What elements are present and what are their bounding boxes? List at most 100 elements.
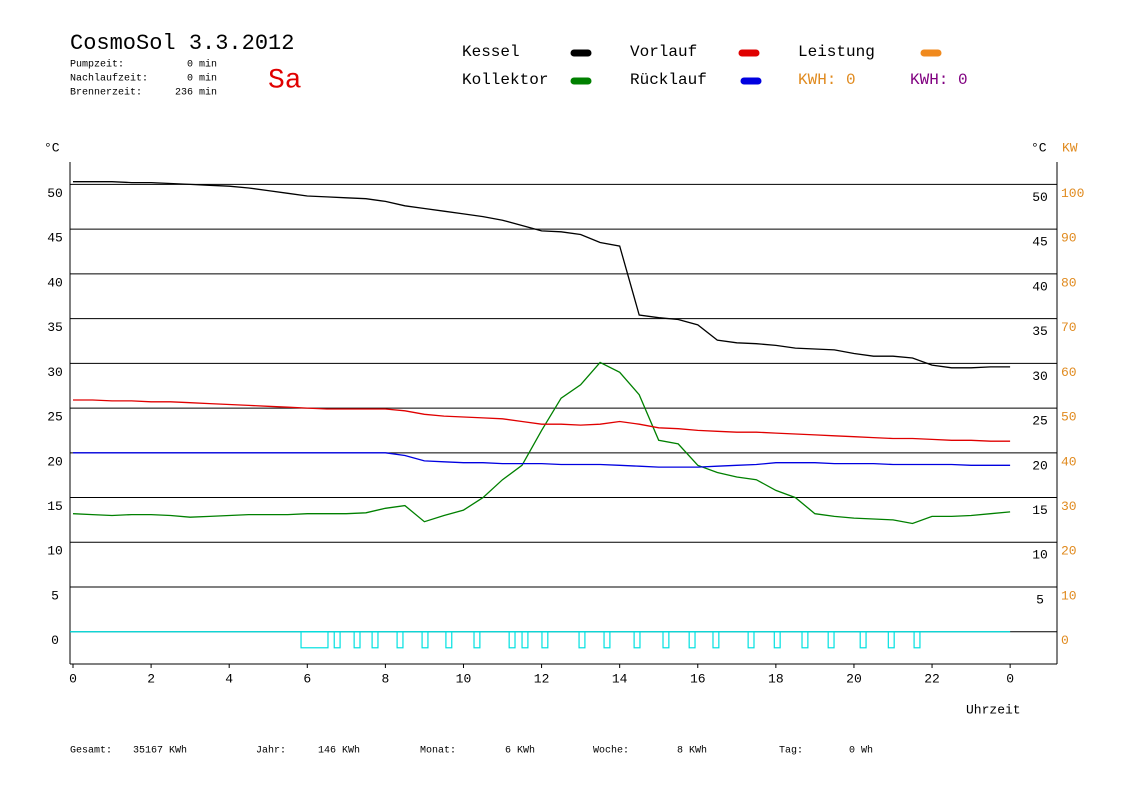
y2-tick-label: 40 xyxy=(1061,454,1077,469)
y-right-tick-label: 10 xyxy=(1032,548,1048,563)
y2-tick-label: 20 xyxy=(1061,544,1077,559)
pump-pulse xyxy=(300,631,329,649)
y-right-tick-label: 40 xyxy=(1032,279,1048,294)
footer-label: Gesamt: xyxy=(70,746,112,757)
legend-label: Rücklauf xyxy=(630,71,707,89)
x-tick-label: 4 xyxy=(225,671,233,686)
y2-tick-label: 30 xyxy=(1061,499,1077,514)
x-tick-label: 0 xyxy=(69,671,77,686)
y-axis-label: °C xyxy=(44,140,60,155)
y-tick-label: 25 xyxy=(47,410,63,425)
y2-tick-label: 80 xyxy=(1061,275,1077,290)
pump-pulse xyxy=(662,631,670,649)
pump-pulse xyxy=(508,631,516,649)
footer-value: 35167 KWh xyxy=(133,745,187,757)
legend-label: Leistung xyxy=(798,43,875,61)
y-tick-label: 0 xyxy=(51,633,59,648)
y2-tick-label: 10 xyxy=(1061,588,1077,603)
legend-label: Vorlauf xyxy=(630,43,697,61)
pump-pulse xyxy=(603,631,611,649)
y-tick-label: 30 xyxy=(47,365,63,380)
pump-pulse xyxy=(353,631,361,649)
pump-pulse xyxy=(913,631,921,649)
info-label: Brennerzeit: xyxy=(70,87,142,99)
info-value: 0 min xyxy=(187,73,217,85)
x-tick-label: 8 xyxy=(381,671,389,686)
info-value: 236 min xyxy=(175,87,217,99)
pump-pulse xyxy=(887,631,895,649)
info-label: Pumpzeit: xyxy=(70,59,124,71)
y-tick-label: 40 xyxy=(47,275,63,290)
y-right-label: °C xyxy=(1031,140,1047,155)
pump-pulse xyxy=(473,631,481,649)
footer-value: 6 KWh xyxy=(505,745,535,757)
y-right-tick-label: 45 xyxy=(1032,235,1048,250)
x-tick-label: 18 xyxy=(768,671,784,686)
pump-pulse xyxy=(747,631,755,649)
y2-tick-label: 90 xyxy=(1061,231,1077,246)
footer-label: Monat: xyxy=(420,746,456,757)
x-axis-label: Uhrzeit xyxy=(966,702,1021,717)
y-right-tick-label: 5 xyxy=(1036,592,1044,607)
pump-pulse xyxy=(712,631,720,649)
pump-pulse xyxy=(333,631,341,649)
y2-tick-label: 70 xyxy=(1061,320,1077,335)
x-tick-label: 12 xyxy=(534,671,550,686)
y2-tick-label: 100 xyxy=(1061,186,1084,201)
footer-label: Jahr: xyxy=(256,745,286,757)
x-tick-label: 2 xyxy=(147,671,155,686)
y-right-tick-label: 20 xyxy=(1032,458,1048,473)
kwh: KWH: 0 xyxy=(798,71,856,89)
y-tick-label: 45 xyxy=(47,231,63,246)
pump-pulse xyxy=(773,631,781,649)
x-tick-label: 20 xyxy=(846,671,862,686)
x-tick-label: 0 xyxy=(1006,671,1014,686)
title: CosmoSol 3.3.2012 xyxy=(70,31,294,56)
legend-label: Kessel xyxy=(462,43,520,61)
pump-pulse xyxy=(801,631,809,649)
y-right-tick-label: 15 xyxy=(1032,503,1048,518)
info-label: Nachlaufzeit: xyxy=(70,73,148,85)
y2-tick-label: 0 xyxy=(1061,633,1069,648)
y-tick-label: 50 xyxy=(47,186,63,201)
y-tick-label: 20 xyxy=(47,454,63,469)
footer-label: Tag: xyxy=(779,746,803,757)
x-tick-label: 22 xyxy=(924,671,940,686)
pump-pulse xyxy=(396,631,404,649)
footer-value: 0 Wh xyxy=(849,745,873,757)
y-right-tick-label: 30 xyxy=(1032,369,1048,384)
pump-pulse xyxy=(371,631,379,649)
x-tick-label: 16 xyxy=(690,671,706,686)
y2-axis-label: KW xyxy=(1062,140,1078,155)
series-line xyxy=(73,452,1011,468)
pump-pulse xyxy=(859,631,867,649)
y-tick-label: 5 xyxy=(51,588,59,603)
day: Sa xyxy=(268,65,302,96)
y-tick-label: 10 xyxy=(47,544,63,559)
footer-value: 8 KWh xyxy=(677,745,707,757)
pump-pulse xyxy=(578,631,586,649)
series-line xyxy=(73,181,1011,369)
legend-label: Kollektor xyxy=(462,71,548,89)
info-value: 0 min xyxy=(187,59,217,71)
pump-pulse xyxy=(827,631,835,649)
series-line xyxy=(72,361,1011,525)
series-line xyxy=(73,399,1011,442)
pump-pulse xyxy=(688,631,696,649)
y-right-tick-label: 35 xyxy=(1032,324,1048,339)
pump-pulse xyxy=(633,631,641,649)
pump-pulse xyxy=(521,631,529,649)
y-tick-label: 35 xyxy=(47,320,63,335)
footer-label: Woche: xyxy=(593,745,629,757)
y2-tick-label: 50 xyxy=(1061,410,1077,425)
y-right-tick-label: 50 xyxy=(1032,190,1048,205)
pump-pulse xyxy=(421,631,429,649)
x-tick-label: 6 xyxy=(303,671,311,686)
x-tick-label: 14 xyxy=(612,671,628,686)
y-right-tick-label: 25 xyxy=(1032,414,1048,429)
y-tick-label: 15 xyxy=(47,499,63,514)
pump-pulse xyxy=(445,631,453,649)
pump-pulse xyxy=(541,631,549,649)
kwh: KWH: 0 xyxy=(910,71,968,89)
